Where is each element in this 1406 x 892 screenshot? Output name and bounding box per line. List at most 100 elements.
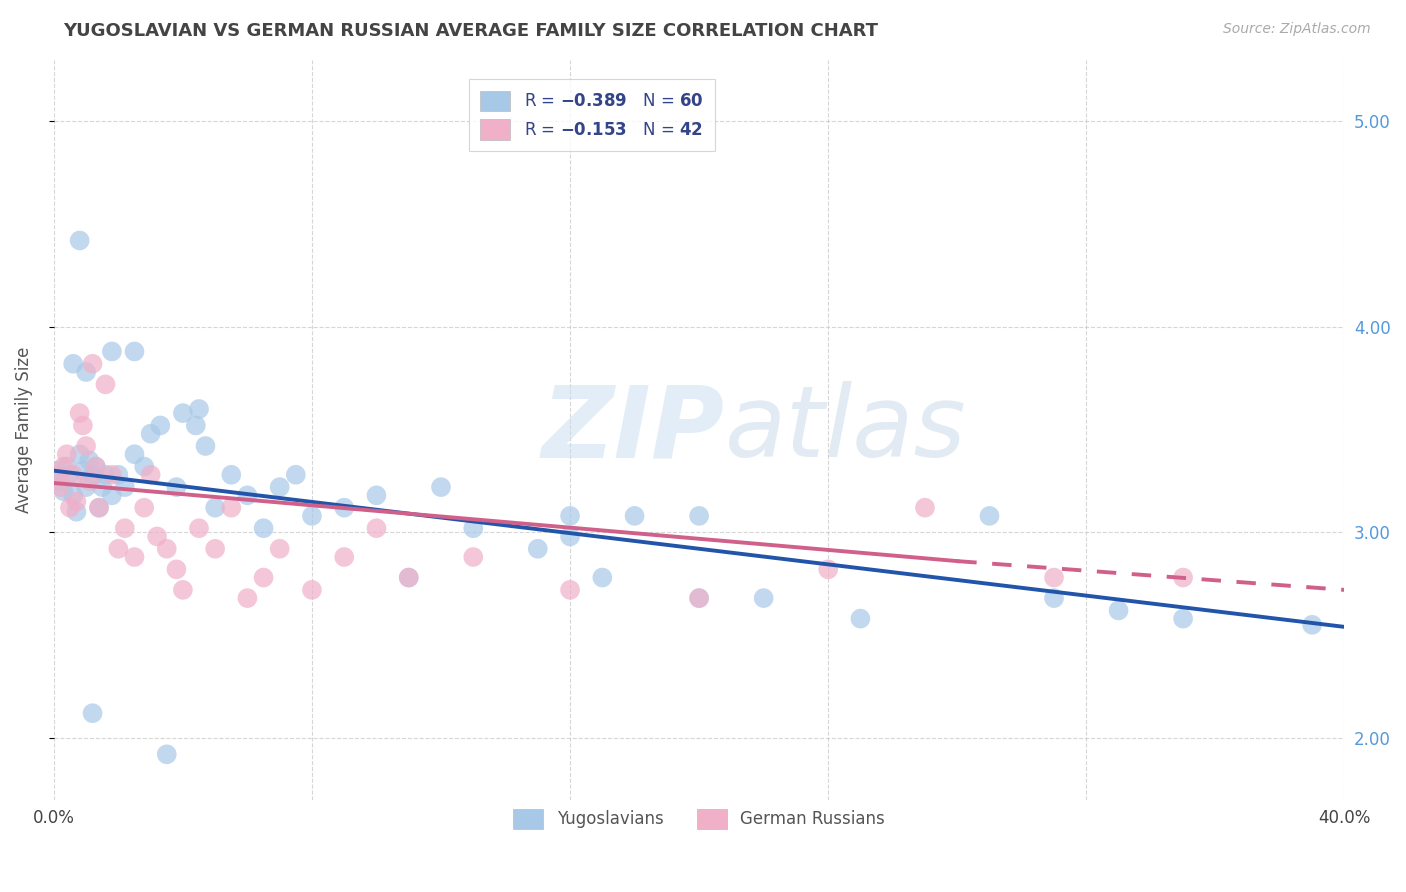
Point xyxy=(55,459,77,474)
Point xyxy=(107,467,129,482)
Point xyxy=(188,402,211,417)
Point xyxy=(366,521,388,535)
Point xyxy=(46,464,69,478)
Point xyxy=(236,591,259,606)
Point xyxy=(79,474,101,488)
Point xyxy=(87,500,110,515)
Point xyxy=(134,459,156,474)
Point xyxy=(204,541,226,556)
Point xyxy=(301,582,323,597)
Point xyxy=(149,418,172,433)
Point xyxy=(1301,617,1323,632)
Point xyxy=(79,453,101,467)
Point xyxy=(156,747,179,762)
Point xyxy=(184,418,207,433)
Point xyxy=(65,505,87,519)
Point xyxy=(124,447,146,461)
Point xyxy=(124,549,146,564)
Point xyxy=(75,365,97,379)
Point xyxy=(688,508,710,523)
Point xyxy=(172,406,194,420)
Point xyxy=(463,521,485,535)
Point xyxy=(252,570,274,584)
Point xyxy=(1171,570,1194,584)
Point xyxy=(398,570,420,584)
Text: YUGOSLAVIAN VS GERMAN RUSSIAN AVERAGE FAMILY SIZE CORRELATION CHART: YUGOSLAVIAN VS GERMAN RUSSIAN AVERAGE FA… xyxy=(63,22,879,40)
Point xyxy=(46,467,69,482)
Point xyxy=(558,529,581,543)
Point xyxy=(165,480,187,494)
Point xyxy=(979,508,1001,523)
Point xyxy=(72,464,94,478)
Point xyxy=(72,418,94,433)
Point xyxy=(82,357,104,371)
Point xyxy=(219,500,242,515)
Point xyxy=(87,500,110,515)
Point xyxy=(114,521,136,535)
Point xyxy=(269,541,291,556)
Point xyxy=(463,549,485,564)
Point xyxy=(139,426,162,441)
Point xyxy=(55,447,77,461)
Legend: Yugoslavians, German Russians: Yugoslavians, German Russians xyxy=(506,802,891,836)
Point xyxy=(623,508,645,523)
Point xyxy=(52,484,75,499)
Point xyxy=(65,494,87,508)
Point xyxy=(62,467,84,482)
Point xyxy=(204,500,226,515)
Point xyxy=(1171,612,1194,626)
Point xyxy=(914,500,936,515)
Point xyxy=(69,234,91,248)
Point xyxy=(398,570,420,584)
Point xyxy=(1043,570,1066,584)
Point xyxy=(75,439,97,453)
Point xyxy=(156,541,179,556)
Point xyxy=(188,521,211,535)
Point xyxy=(59,467,82,482)
Point xyxy=(59,500,82,515)
Point xyxy=(558,582,581,597)
Point xyxy=(107,541,129,556)
Point xyxy=(91,480,114,494)
Point xyxy=(172,582,194,597)
Point xyxy=(62,357,84,371)
Point xyxy=(688,591,710,606)
Point xyxy=(284,467,307,482)
Point xyxy=(124,344,146,359)
Point xyxy=(591,570,613,584)
Point xyxy=(558,508,581,523)
Point xyxy=(269,480,291,494)
Point xyxy=(49,474,72,488)
Text: ZIP: ZIP xyxy=(541,381,725,478)
Point xyxy=(114,480,136,494)
Point xyxy=(49,480,72,494)
Point xyxy=(366,488,388,502)
Point xyxy=(301,508,323,523)
Point xyxy=(1108,603,1130,617)
Point xyxy=(84,459,107,474)
Point xyxy=(219,467,242,482)
Point xyxy=(146,529,169,543)
Point xyxy=(527,541,550,556)
Point xyxy=(101,467,124,482)
Point xyxy=(252,521,274,535)
Point xyxy=(62,488,84,502)
Point xyxy=(849,612,872,626)
Point xyxy=(430,480,453,494)
Point xyxy=(165,562,187,576)
Point xyxy=(82,467,104,482)
Point xyxy=(333,500,356,515)
Point xyxy=(333,549,356,564)
Point xyxy=(84,459,107,474)
Point xyxy=(236,488,259,502)
Point xyxy=(101,344,124,359)
Point xyxy=(82,706,104,721)
Point xyxy=(75,480,97,494)
Point xyxy=(94,377,117,392)
Point xyxy=(69,406,91,420)
Point xyxy=(688,591,710,606)
Point xyxy=(139,467,162,482)
Point xyxy=(752,591,775,606)
Point xyxy=(134,500,156,515)
Point xyxy=(52,459,75,474)
